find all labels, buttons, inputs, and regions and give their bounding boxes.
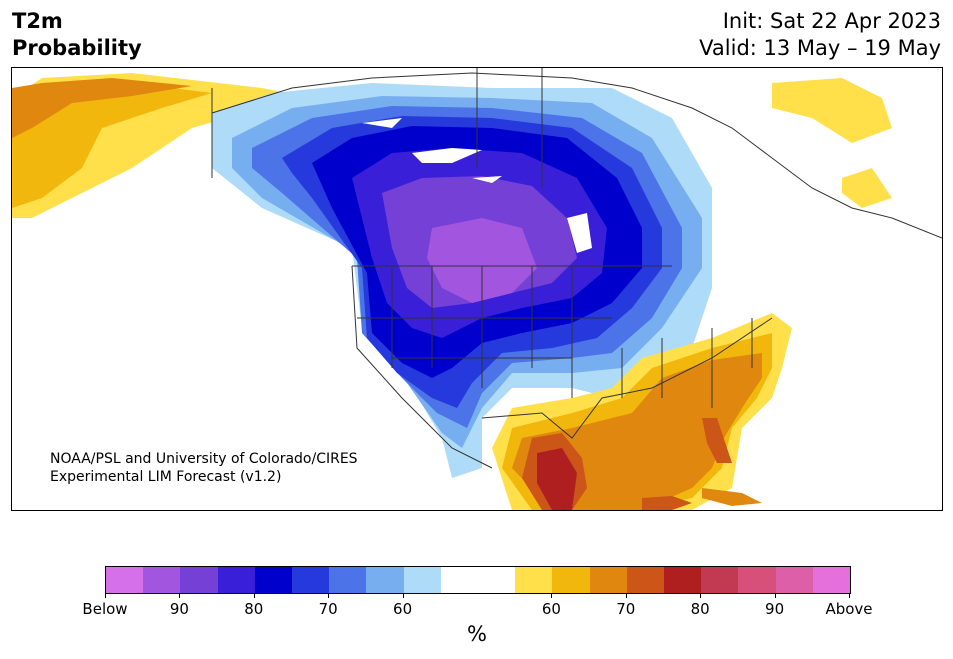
colorbar-tick-mark [700, 593, 702, 598]
colorbar-tick-mark [551, 593, 553, 598]
colorbar-unit: % [467, 622, 487, 646]
map-svg [12, 68, 942, 510]
colorbar-tick-mark [328, 593, 330, 598]
colorbar [105, 566, 851, 594]
colorbar-segment [143, 567, 181, 593]
colorbar-tick-label: Above [825, 600, 873, 618]
colorbar-segment [701, 567, 739, 593]
colorbar-tick-label: 90 [169, 600, 189, 618]
colorbar-segment [626, 567, 665, 593]
colorbar-segment [812, 567, 851, 593]
colorbar-tick-label: 80 [244, 600, 264, 618]
colorbar-tick-mark [774, 593, 776, 598]
alaska-warm-inner [12, 78, 192, 138]
colorbar-tick-label: 90 [765, 600, 785, 618]
title-type: Probability [12, 36, 142, 60]
lake-1 [412, 148, 482, 163]
colorbar-tick-label: 70 [616, 600, 636, 618]
lake-3 [567, 213, 592, 253]
credit-line-1: NOAA/PSL and University of Colorado/CIRE… [50, 451, 358, 467]
colorbar-segment [180, 567, 218, 593]
colorbar-tick-mark [179, 593, 181, 598]
colorbar-tick-mark [253, 593, 255, 598]
title-variable: T2m [12, 9, 63, 33]
lake-4 [362, 118, 402, 128]
forecast-dates: Init: Sat 22 Apr 2023 Valid: 13 May – 19… [699, 8, 941, 62]
colorbar-segment [366, 567, 404, 593]
colorbar-segment [106, 567, 144, 593]
colorbar-tick-mark [625, 593, 627, 598]
colorbar-segment [292, 567, 330, 593]
valid-range: Valid: 13 May – 19 May [699, 36, 941, 60]
colorbar-tick-mark [402, 593, 404, 598]
colorbar-segment [552, 567, 590, 593]
borders [211, 68, 942, 469]
florida [702, 418, 732, 463]
colorbar-tick-mark [105, 593, 106, 598]
cuba [642, 496, 692, 510]
init-date: Init: Sat 22 Apr 2023 [722, 9, 941, 33]
se-warm-5 [537, 448, 577, 510]
cuba-east [702, 488, 762, 506]
colorbar-segment [217, 567, 255, 593]
credit-text: NOAA/PSL and University of Colorado/CIRE… [50, 450, 358, 486]
colorbar-segment [440, 567, 479, 593]
colorbar-segment [254, 567, 293, 593]
colorbar-segment [664, 567, 702, 593]
probability-map: NOAA/PSL and University of Colorado/CIRE… [11, 67, 943, 511]
colorbar-tick-label: 60 [541, 600, 561, 618]
colorbar-tick-label: 70 [318, 600, 338, 618]
colorbar-segment [589, 567, 627, 593]
colorbar-tick-label: Below [82, 600, 128, 618]
ne-warm-1 [772, 78, 892, 143]
chart-title: T2m Probability [12, 8, 142, 62]
colorbar-segment [775, 567, 813, 593]
alaska-warm-mid [12, 83, 212, 208]
colorbar-tick-label: 60 [393, 600, 413, 618]
colorbar-segment [403, 567, 441, 593]
ne-warm-2 [842, 168, 892, 208]
colorbar-tick-label: 80 [690, 600, 710, 618]
colorbar-tick-mark [849, 593, 850, 598]
colorbar-segment [515, 567, 553, 593]
credit-line-2: Experimental LIM Forecast (v1.2) [50, 469, 282, 485]
colorbar-segment [329, 567, 367, 593]
lake-2 [472, 176, 502, 183]
cold-8 [427, 218, 537, 303]
colorbar-segment [738, 567, 776, 593]
colorbar-segment [478, 567, 516, 593]
